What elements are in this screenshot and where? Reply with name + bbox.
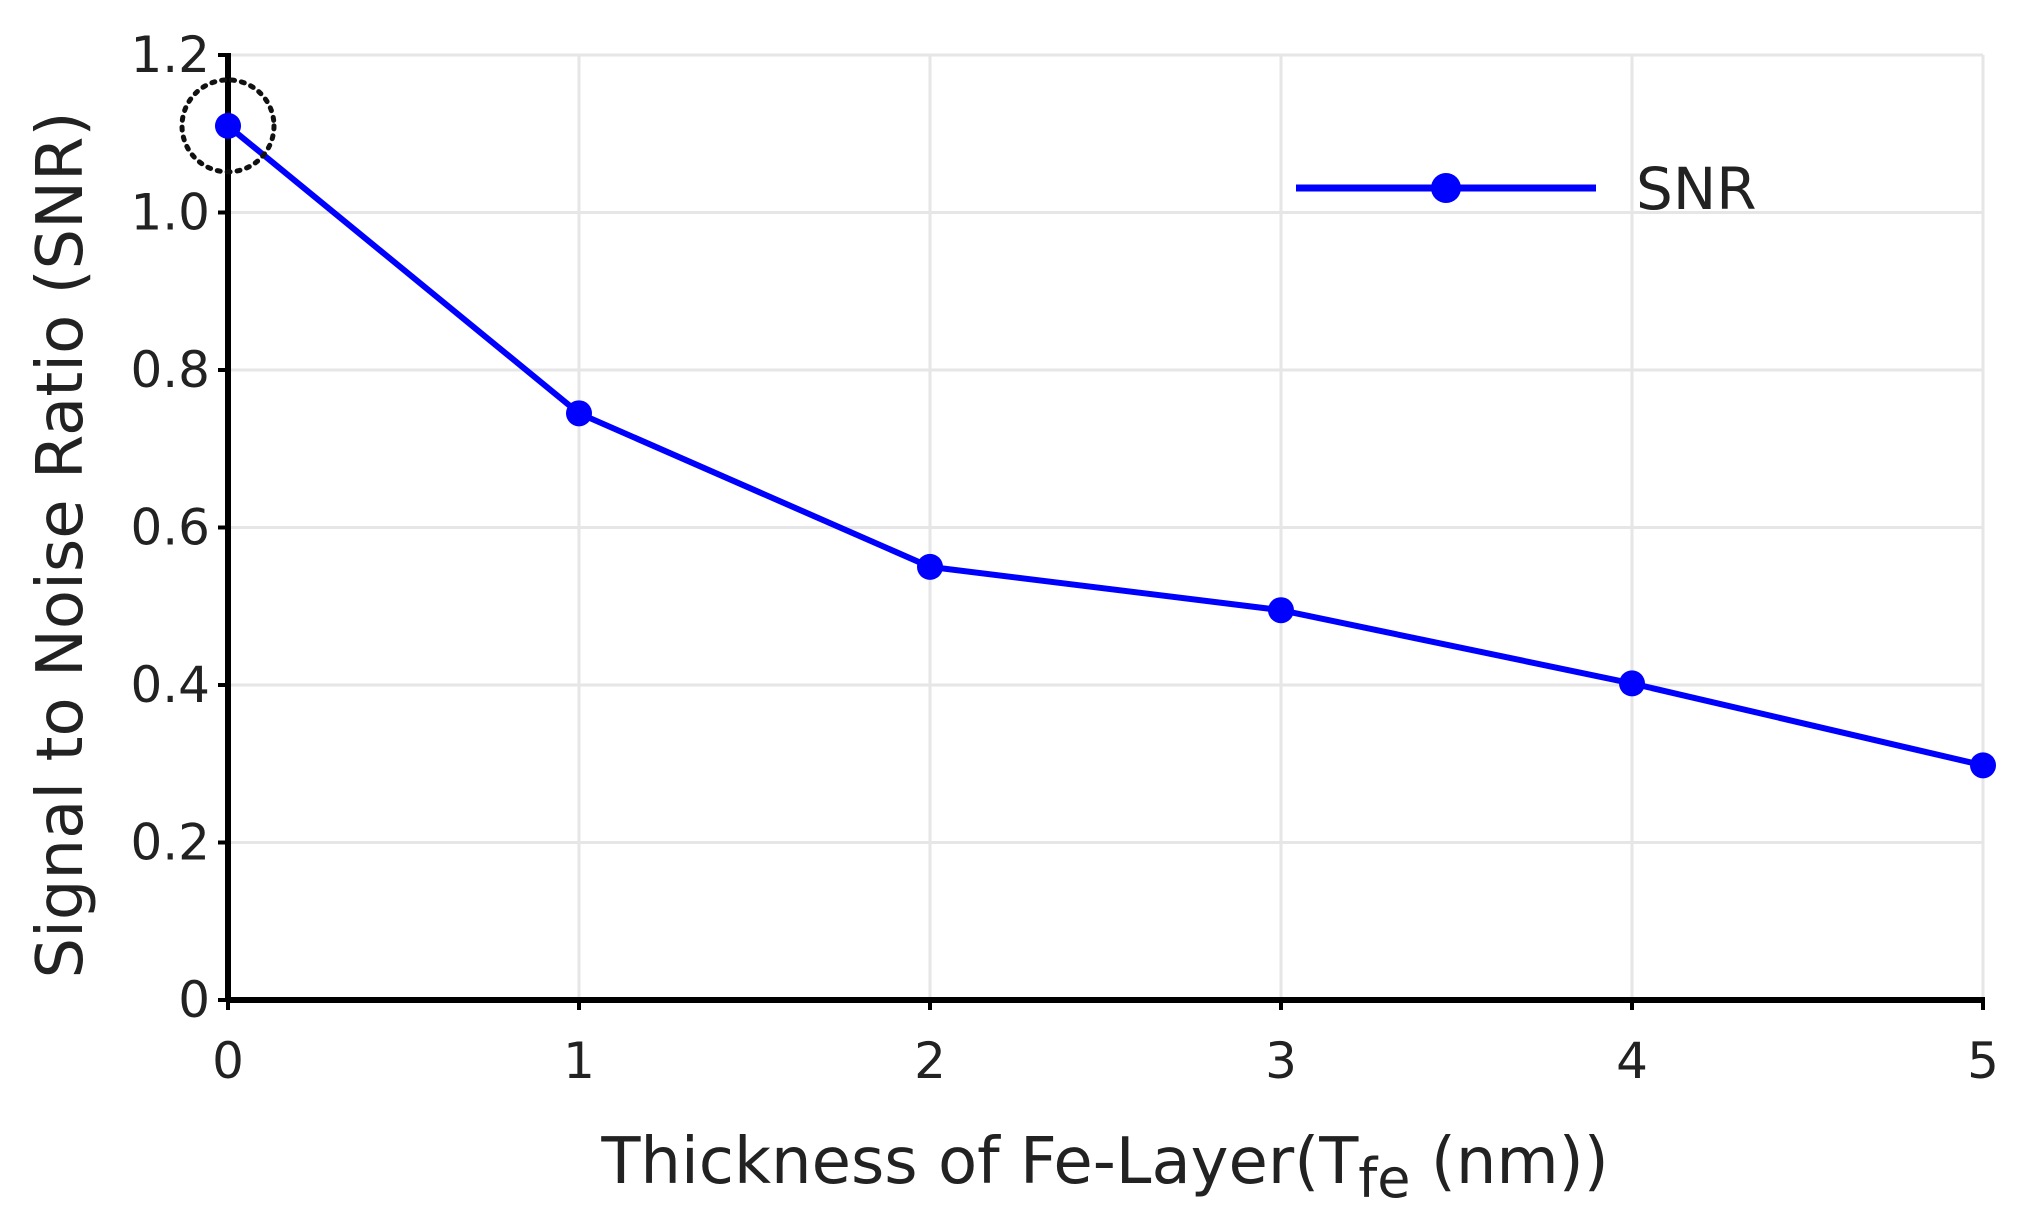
data-point-snr (917, 553, 943, 580)
highlight-circle-annotation (179, 77, 277, 175)
x-axis-title-subscript: fe (1358, 1147, 1410, 1210)
x-tick-label: 4 (1616, 1032, 1648, 1090)
axes (218, 53, 1985, 1010)
y-tick-label: 1.0 (130, 184, 210, 242)
data-point-snr (1268, 597, 1294, 624)
data-point-snr (215, 112, 241, 139)
data-point-snr (566, 400, 592, 427)
x-tick-label: 0 (212, 1032, 244, 1090)
x-axis-title-main: Thickness of Fe-Layer(T (600, 1125, 1359, 1199)
y-tick-label: 1.2 (130, 26, 210, 84)
annotation-group (179, 77, 277, 175)
series-group (215, 112, 1996, 779)
data-point-snr (1970, 752, 1996, 779)
tick-labels: 0 1 2 3 4 5 0 0.2 0.4 0.6 0.8 1.0 1.2 (130, 26, 1998, 1090)
y-tick-label: 0.4 (130, 656, 210, 714)
legend: SNR (1296, 155, 1757, 223)
y-tick-label: 0 (178, 971, 210, 1029)
legend-label-snr: SNR (1636, 155, 1757, 223)
y-tick-label: 0.6 (130, 499, 210, 557)
x-axis-title-suffix: (nm)) (1411, 1125, 1609, 1199)
x-axis-title: Thickness of Fe-Layer(Tfe (nm)) (600, 1125, 1608, 1210)
grid-lines (228, 53, 1985, 1000)
y-tick-label: 0.2 (130, 814, 210, 872)
x-tick-label: 2 (914, 1032, 946, 1090)
x-tick-label: 3 (1265, 1032, 1297, 1090)
x-tick-label: 1 (563, 1032, 595, 1090)
y-tick-label: 0.8 (130, 341, 210, 399)
data-point-snr (1619, 670, 1645, 697)
y-axis-title: Signal to Noise Ratio (SNR) (24, 112, 98, 979)
x-tick-label: 5 (1967, 1032, 1999, 1090)
legend-marker-snr (1431, 173, 1461, 203)
series-line-snr (226, 123, 1984, 769)
